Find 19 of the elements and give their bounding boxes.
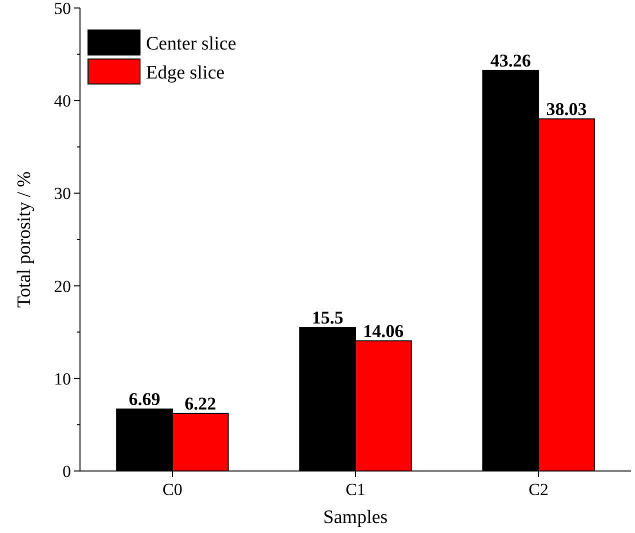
data-label: 43.26 bbox=[490, 50, 531, 70]
x-axis-title: Samples bbox=[323, 507, 388, 528]
legend-label: Edge slice bbox=[146, 62, 225, 84]
data-label: 15.5 bbox=[312, 307, 344, 328]
y-axis-title: Total porosity / % bbox=[14, 171, 35, 308]
y-tick-label: 20 bbox=[54, 276, 71, 296]
data-label: 6.22 bbox=[184, 393, 216, 414]
data-label: 6.69 bbox=[128, 389, 160, 410]
y-tick-label: 30 bbox=[54, 184, 71, 204]
legend-label: Center slice bbox=[146, 34, 236, 55]
x-tick-label: C1 bbox=[346, 480, 366, 499]
y-tick-label: 10 bbox=[54, 369, 71, 388]
y-tick-label: 40 bbox=[54, 92, 71, 111]
x-tick-label: C0 bbox=[162, 480, 182, 499]
x-tick-label: C2 bbox=[528, 480, 548, 499]
y-tick-label: 50 bbox=[54, 0, 71, 18]
data-label: 14.06 bbox=[363, 320, 404, 341]
data-label: 38.03 bbox=[546, 98, 587, 119]
y-tick-label: 0 bbox=[62, 462, 71, 481]
